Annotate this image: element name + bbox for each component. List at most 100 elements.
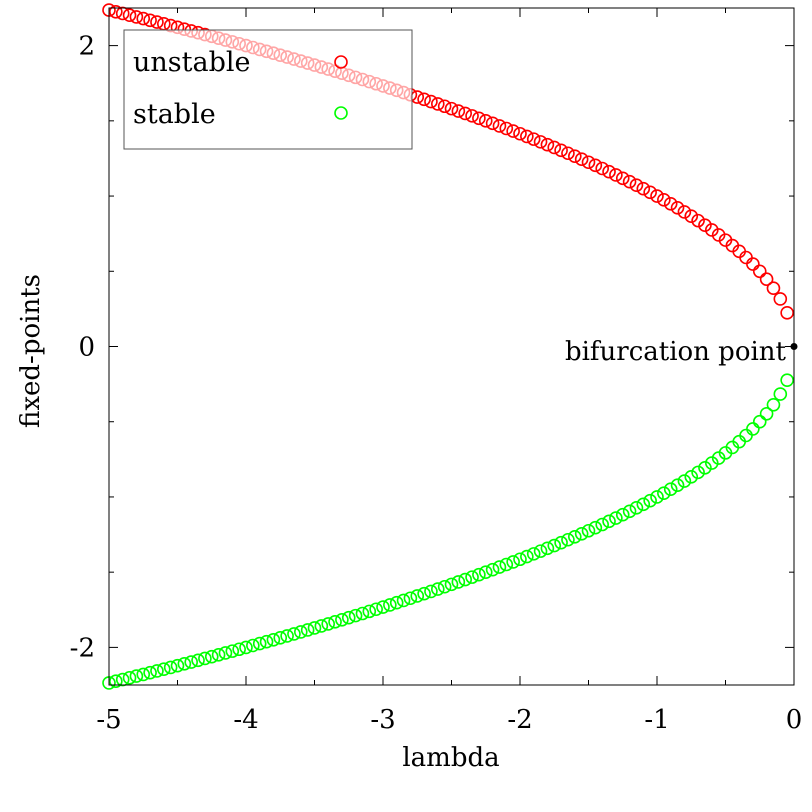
x-tick-label: 0 — [786, 705, 803, 735]
data-point-stable — [246, 638, 260, 653]
data-point-unstable — [691, 213, 705, 228]
data-point-stable — [170, 658, 185, 673]
y-tick-label: 2 — [78, 32, 95, 62]
data-point-stable — [376, 600, 390, 614]
data-point-unstable — [609, 168, 623, 182]
data-point-stable — [335, 612, 349, 627]
data-point-stable — [437, 579, 452, 594]
data-point-unstable — [657, 193, 671, 207]
data-point-stable — [177, 657, 192, 671]
data-point-unstable — [424, 94, 438, 109]
data-point-stable — [636, 497, 651, 512]
data-point-stable — [643, 493, 657, 508]
legend-marker-unstable — [334, 55, 348, 69]
data-point-stable — [211, 648, 226, 662]
data-point-stable — [198, 651, 212, 666]
data-point-stable — [492, 560, 507, 574]
data-point-stable — [513, 552, 527, 567]
x-tick-label: -5 — [96, 705, 121, 735]
data-point-unstable — [472, 111, 486, 126]
data-point-stable — [615, 507, 630, 522]
data-point-unstable — [602, 164, 616, 179]
data-point-stable — [115, 672, 130, 687]
data-point-stable — [150, 664, 164, 678]
data-point-stable — [752, 414, 767, 429]
data-point-stable — [280, 629, 294, 643]
data-point-stable — [657, 486, 671, 500]
data-point-stable — [691, 465, 705, 480]
legend: unstable stable — [123, 29, 413, 150]
data-point-stable — [266, 632, 281, 647]
data-point-unstable — [492, 119, 507, 133]
data-point-unstable — [417, 92, 431, 107]
data-point-stable — [287, 627, 301, 641]
data-point-unstable — [588, 158, 603, 173]
data-point-stable — [410, 589, 425, 603]
axis-ticks: -5 -4 -3 -2 -1 0 -2 0 2 — [70, 8, 803, 735]
data-point-stable — [444, 577, 459, 592]
data-point-unstable — [567, 149, 582, 163]
y-tick-label: 0 — [78, 333, 95, 363]
data-point-stable — [458, 572, 473, 587]
data-point-stable — [526, 547, 541, 561]
data-point-unstable — [451, 104, 466, 118]
data-point-stable — [704, 456, 719, 470]
data-point-stable — [143, 665, 157, 680]
data-point-stable — [506, 555, 520, 569]
data-point-stable — [581, 523, 596, 538]
data-point-stable — [259, 634, 274, 649]
data-point-stable — [485, 562, 500, 577]
data-point-unstable — [115, 6, 130, 21]
data-point-stable — [157, 662, 171, 676]
data-point-stable — [684, 469, 699, 484]
data-point-unstable — [506, 124, 520, 138]
data-point-unstable — [663, 196, 678, 211]
data-point-unstable — [430, 97, 445, 111]
legend-label-unstable: unstable — [133, 47, 250, 78]
data-point-unstable — [622, 174, 637, 189]
data-point-unstable — [650, 189, 664, 203]
data-point-unstable — [143, 13, 157, 28]
data-point-stable — [533, 544, 548, 558]
data-point-unstable — [561, 146, 575, 161]
data-point-stable — [588, 520, 603, 535]
data-point-stable — [478, 565, 493, 579]
data-point-stable — [698, 460, 712, 475]
data-point-stable — [472, 567, 486, 582]
data-point-unstable — [465, 109, 479, 123]
data-point-stable — [773, 387, 788, 401]
data-point-stable — [109, 674, 123, 689]
annotation-label: bifurcation point — [565, 337, 787, 367]
data-point-unstable — [520, 129, 534, 144]
data-point-stable — [129, 669, 144, 683]
data-point-stable — [328, 615, 342, 629]
data-point-stable — [136, 667, 151, 682]
data-point-stable — [424, 584, 438, 599]
data-point-stable — [293, 625, 308, 639]
data-point-stable — [204, 649, 219, 664]
data-point-stable — [239, 640, 253, 655]
data-point-unstable — [478, 114, 493, 128]
data-point-unstable — [704, 223, 719, 237]
data-point-stable — [184, 655, 198, 669]
data-point-unstable — [533, 135, 548, 149]
data-point-unstable — [684, 209, 699, 224]
data-point-stable — [396, 593, 411, 608]
legend-box — [123, 29, 413, 150]
data-point-stable — [163, 660, 178, 675]
data-point-unstable — [670, 201, 685, 215]
data-point-unstable — [752, 264, 767, 279]
data-point-unstable — [554, 143, 568, 158]
data-point-unstable — [629, 178, 644, 192]
data-point-unstable — [109, 4, 123, 19]
data-point-unstable — [410, 90, 425, 104]
data-point-stable — [225, 644, 240, 658]
data-point-unstable — [773, 292, 788, 306]
data-point-stable — [465, 570, 479, 584]
y-tick-label: -2 — [70, 633, 95, 663]
data-point-unstable — [698, 218, 712, 233]
data-point-stable — [122, 671, 137, 685]
data-point-stable — [595, 517, 610, 532]
data-point-stable — [355, 606, 370, 621]
data-point-unstable — [129, 10, 144, 24]
